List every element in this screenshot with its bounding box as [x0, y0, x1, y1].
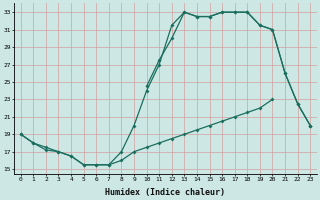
X-axis label: Humidex (Indice chaleur): Humidex (Indice chaleur) [106, 188, 226, 197]
